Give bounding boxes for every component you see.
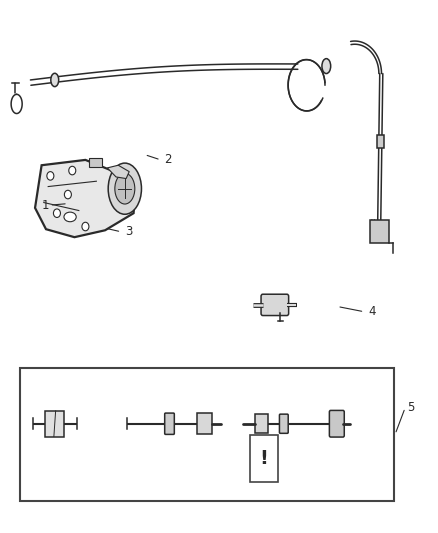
Bar [197, 413, 212, 434]
Circle shape [82, 222, 89, 231]
Bar [20, 368, 394, 501]
Bar [370, 220, 389, 243]
FancyBboxPatch shape [261, 294, 289, 316]
Circle shape [64, 190, 71, 199]
FancyBboxPatch shape [165, 413, 174, 434]
Bar [255, 414, 268, 433]
Text: 1: 1 [42, 199, 49, 212]
Ellipse shape [64, 212, 76, 222]
Bar [250, 435, 278, 482]
Circle shape [53, 209, 60, 217]
Ellipse shape [51, 73, 59, 86]
FancyBboxPatch shape [329, 410, 344, 437]
Ellipse shape [322, 59, 331, 74]
Circle shape [69, 166, 76, 175]
Polygon shape [35, 160, 136, 237]
Ellipse shape [108, 163, 141, 214]
Text: 5: 5 [407, 401, 415, 414]
Circle shape [47, 172, 54, 180]
Polygon shape [89, 158, 102, 167]
Bar [377, 135, 384, 148]
FancyBboxPatch shape [279, 414, 288, 433]
Text: !: ! [259, 449, 268, 469]
Bar [45, 411, 64, 437]
Text: 3: 3 [125, 225, 132, 238]
Text: 2: 2 [164, 154, 172, 166]
Polygon shape [107, 165, 129, 179]
Text: 4: 4 [368, 305, 375, 318]
Ellipse shape [115, 173, 135, 204]
